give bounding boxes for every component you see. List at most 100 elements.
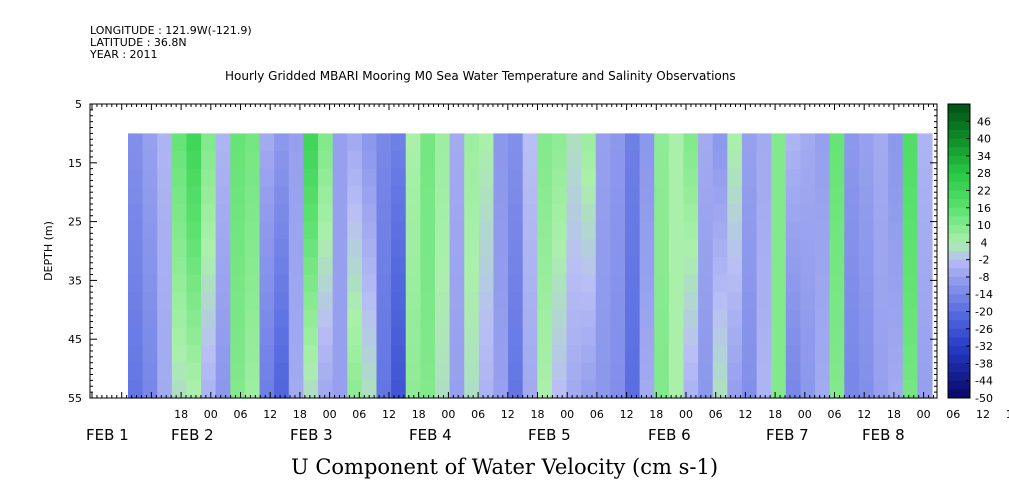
heatmap-cell (128, 221, 144, 240)
heatmap-cell (522, 327, 538, 346)
heatmap-cell (449, 151, 465, 170)
heatmap-cell (668, 133, 685, 152)
heatmap-cell (230, 203, 246, 223)
x-hour-label: 18 (412, 408, 426, 421)
heatmap-cell (186, 362, 202, 381)
heatmap-cell (128, 274, 144, 293)
heatmap-cell (230, 221, 246, 240)
heatmap-cell (815, 239, 831, 258)
heatmap-cell (347, 274, 363, 293)
heatmap-cell (274, 203, 290, 223)
heatmap-cell (171, 362, 188, 381)
heatmap-cell (376, 292, 392, 311)
heatmap-cell (449, 239, 465, 258)
heatmap-cell (157, 345, 173, 364)
heatmap-cell (230, 380, 246, 399)
heatmap-cell (756, 345, 772, 364)
x-hour-label: 00 (204, 408, 218, 421)
heatmap-cell (668, 274, 685, 293)
heatmap-cell (405, 380, 421, 399)
heatmap-cell (741, 186, 758, 205)
heatmap-cell (566, 186, 582, 205)
colorbar-tick-label: -8 (979, 271, 990, 284)
heatmap-cell (142, 168, 158, 187)
heatmap-cell (610, 362, 626, 381)
heatmap-cell (405, 133, 421, 152)
heatmap-cell (800, 168, 816, 187)
heatmap-cell (464, 151, 480, 170)
heatmap-cell (157, 221, 173, 240)
heatmap-cell (698, 345, 714, 364)
heatmap-cell (259, 380, 275, 399)
heatmap-cell (201, 380, 217, 399)
heatmap-cell (537, 133, 553, 152)
heatmap-cell (157, 186, 173, 205)
heatmap-cell (391, 133, 407, 152)
heatmap-cell (581, 151, 597, 170)
heatmap-cell (361, 327, 378, 346)
heatmap-cell (727, 203, 743, 223)
x-hour-label: 18 (531, 408, 545, 421)
heatmap-cell (610, 221, 626, 240)
heatmap-cell (785, 239, 802, 258)
heatmap-cell (566, 292, 582, 311)
heatmap-cell (537, 256, 553, 276)
heatmap-cell (668, 186, 685, 205)
heatmap-cell (420, 151, 436, 170)
heatmap-cell (785, 292, 802, 311)
y-tick-label: 5 (75, 98, 82, 111)
heatmap-cell (376, 345, 392, 364)
heatmap-cell (157, 256, 173, 276)
year-label: YEAR : 2011 (90, 48, 158, 61)
heatmap-cell (332, 186, 348, 205)
heatmap-cell (917, 168, 933, 187)
heatmap-cell (581, 292, 597, 311)
heatmap-cell (391, 186, 407, 205)
heatmap-cell (858, 309, 875, 329)
heatmap-cell (844, 256, 860, 276)
heatmap-cell (800, 239, 816, 258)
heatmap-cell (230, 292, 246, 311)
heatmap-cell (756, 256, 772, 276)
heatmap-cell (756, 327, 772, 346)
heatmap-cell (595, 168, 611, 187)
heatmap-cell (157, 239, 173, 258)
heatmap-cell (376, 256, 392, 276)
heatmap-cell (215, 380, 231, 399)
heatmap-cell (829, 380, 845, 399)
heatmap-cell (639, 327, 655, 346)
heatmap-cell (917, 345, 933, 364)
heatmap-cell (171, 221, 188, 240)
heatmap-cell (551, 362, 568, 381)
heatmap-cell (858, 186, 875, 205)
heatmap-cell (464, 256, 480, 276)
heatmap-cell (405, 239, 421, 258)
heatmap-cell (698, 151, 714, 170)
heatmap-cell (741, 274, 758, 293)
heatmap-cell (464, 133, 480, 152)
heatmap-cell (551, 151, 568, 170)
heatmap-cell (654, 380, 670, 399)
heatmap-cell (873, 151, 889, 170)
heatmap-cell (493, 309, 509, 329)
heatmap-cell (668, 362, 685, 381)
heatmap-cell (625, 203, 641, 223)
heatmap-cell (902, 274, 918, 293)
heatmap-cell (712, 292, 728, 311)
colorbar-swatch (948, 380, 970, 390)
heatmap-cell (259, 274, 275, 293)
colorbar-tick-label: 46 (977, 115, 991, 128)
heatmap-cell (595, 309, 611, 329)
heatmap-cell (449, 327, 465, 346)
heatmap-cell (361, 345, 378, 364)
heatmap-cell (873, 221, 889, 240)
heatmap-cell (434, 203, 451, 223)
heatmap-cell (917, 380, 933, 399)
heatmap-cell (610, 327, 626, 346)
heatmap-cell (654, 151, 670, 170)
heatmap-cell (318, 380, 334, 399)
heatmap-cell (186, 186, 202, 205)
heatmap-cell (625, 309, 641, 329)
heatmap-cell (727, 362, 743, 381)
heatmap-cell (493, 380, 509, 399)
